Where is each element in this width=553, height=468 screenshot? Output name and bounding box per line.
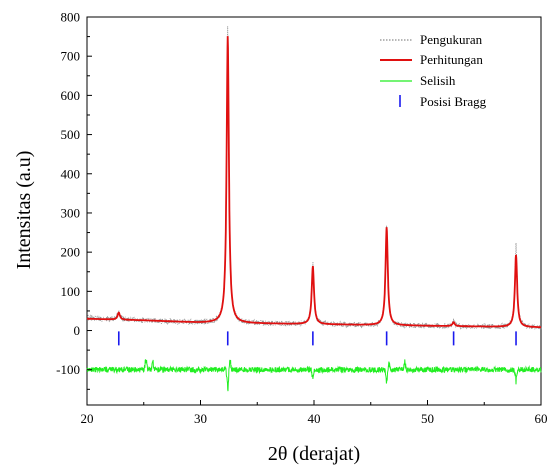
legend-item-posisi-bragg: Posisi Bragg bbox=[399, 94, 487, 109]
plot-frame bbox=[86, 16, 542, 406]
x-tick-label-2: 40 bbox=[308, 411, 321, 426]
x-tick-label-1: 30 bbox=[194, 411, 207, 426]
y-tick-label-3: 200 bbox=[61, 245, 81, 260]
y-axis-title: Intensitas (a.u) bbox=[13, 151, 35, 270]
y-tick-label-9: 800 bbox=[61, 10, 81, 25]
legend-label-perhitungan: Perhitungan bbox=[420, 52, 483, 67]
y-tick-label-5: 400 bbox=[61, 166, 81, 181]
series-layer bbox=[86, 25, 542, 392]
legend-label-posisi-bragg: Posisi Bragg bbox=[420, 94, 487, 109]
legend-item-selisih: Selisih bbox=[380, 73, 456, 88]
y-tick-label-2: 100 bbox=[61, 284, 81, 299]
plot-area-border bbox=[86, 16, 542, 406]
y-tick-label-8: 700 bbox=[61, 49, 81, 64]
y-tick-label-6: 500 bbox=[61, 127, 81, 142]
legend-item-perhitungan: Perhitungan bbox=[380, 52, 483, 67]
series-selisih bbox=[86, 359, 542, 392]
bragg-markers bbox=[117, 331, 517, 346]
y-tick-label-7: 600 bbox=[61, 88, 81, 103]
x-tick-label-3: 50 bbox=[421, 411, 434, 426]
legend-label-selisih: Selisih bbox=[420, 73, 456, 88]
y-tick-label-4: 300 bbox=[61, 205, 81, 220]
legend: Pengukuran Perhitungan Selisih Posisi Br… bbox=[380, 32, 487, 109]
x-axis-title: 2θ (derajat) bbox=[268, 443, 360, 465]
x-tick-label-4: 60 bbox=[535, 411, 548, 426]
legend-label-pengukuran: Pengukuran bbox=[420, 32, 483, 47]
axes: 20 30 40 50 60 -100 0 100 200 300 400 500 600 700 800 bbox=[56, 10, 547, 427]
y-tick-label-0: -100 bbox=[56, 362, 80, 377]
series-perhitungan bbox=[87, 36, 541, 329]
legend-item-pengukuran: Pengukuran bbox=[380, 32, 483, 47]
y-tick-label-1: 0 bbox=[74, 323, 81, 338]
x-tick-label-0: 20 bbox=[81, 411, 94, 426]
